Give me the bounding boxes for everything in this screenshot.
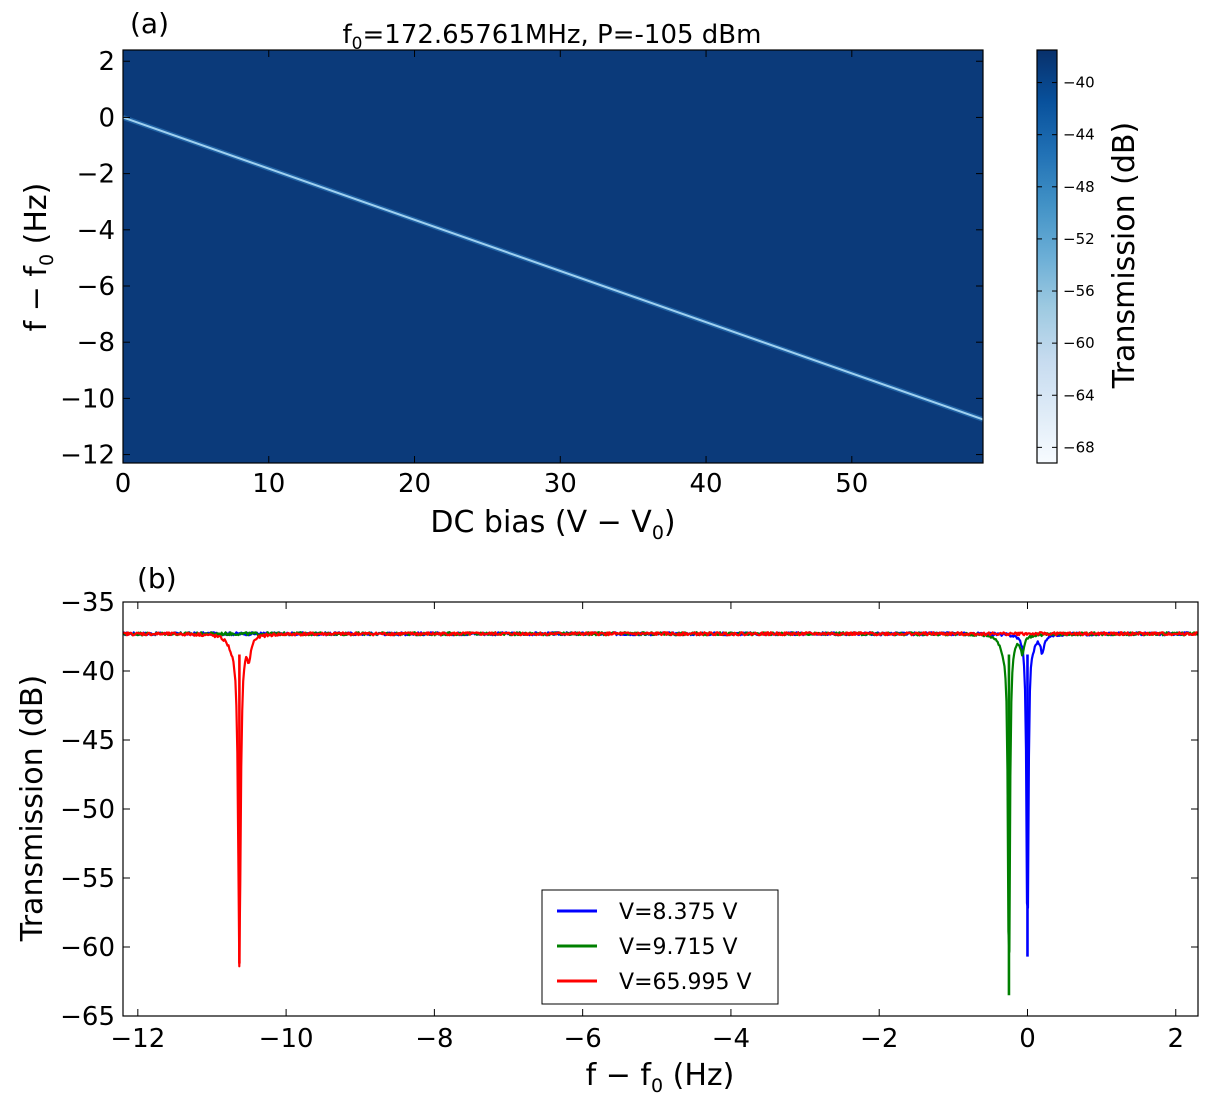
x-tick-label: 10 bbox=[252, 469, 285, 499]
x-tick-label: −8 bbox=[415, 1024, 453, 1054]
x-tick-label: 40 bbox=[690, 469, 723, 499]
panel-b-series bbox=[123, 631, 1198, 996]
y-tick-label: −6 bbox=[77, 272, 115, 302]
y-tick-label: −8 bbox=[77, 328, 115, 358]
x-tick-label: 50 bbox=[835, 469, 868, 499]
legend-entry: V=65.995 V bbox=[557, 970, 752, 995]
x-tick-label: −6 bbox=[563, 1024, 601, 1054]
panel-a-x-ticks: 0 10 20 30 40 50 bbox=[115, 50, 868, 499]
panel-b: (b) −12 −10 −8 −6 −4 −2 0 2 −35−40−45−50−55−60−… bbox=[15, 562, 1199, 1097]
y-tick-label: −2 bbox=[77, 160, 115, 190]
legend-label: V=9.715 V bbox=[619, 935, 738, 960]
colorbar-label: Transmission (dB) bbox=[1107, 122, 1142, 389]
y-tick-label: −55 bbox=[60, 864, 115, 894]
y-tick-label: −45 bbox=[60, 726, 115, 756]
heatmap-resonance-line bbox=[123, 116, 983, 421]
x-tick-label: −10 bbox=[259, 1024, 314, 1054]
x-tick-label: 2 bbox=[1167, 1024, 1184, 1054]
legend-label: V=65.995 V bbox=[619, 970, 752, 995]
x-tick-label: 30 bbox=[544, 469, 577, 499]
legend-entry: V=9.715 V bbox=[557, 935, 738, 960]
y-tick-label: −60 bbox=[60, 933, 115, 963]
panel-a-label: (a) bbox=[130, 7, 169, 40]
colorbar-tick-label: −68 bbox=[1063, 438, 1095, 456]
colorbar-tick-label: −60 bbox=[1063, 334, 1095, 352]
panel-a-x-axis-label: DC bias (V − V0) bbox=[430, 505, 675, 544]
colorbar-tick-label: −48 bbox=[1063, 178, 1095, 196]
colorbar-frame bbox=[1036, 49, 1058, 464]
y-tick-label: −40 bbox=[60, 657, 115, 687]
panel-a-frame bbox=[122, 49, 984, 464]
y-tick-label: −4 bbox=[77, 216, 115, 246]
x-tick-label: −4 bbox=[712, 1024, 750, 1054]
colorbar-tick-label: −52 bbox=[1063, 230, 1095, 248]
heatmap-background bbox=[123, 50, 983, 463]
panel-b-y-axis-label: Transmission (dB) bbox=[15, 675, 50, 942]
x-tick-label: −12 bbox=[110, 1024, 165, 1054]
panel-a-title: f0=172.65761MHz, P=-105 dBm bbox=[343, 20, 762, 54]
panel-b-label: (b) bbox=[137, 562, 177, 595]
panel-a-y-ticks: 2 0 −2 −4 −6 −8 −10 −12 bbox=[60, 47, 983, 471]
legend: V=8.375 V V=9.715 V V=65.995 V bbox=[541, 889, 779, 1005]
x-tick-label: 0 bbox=[115, 469, 132, 499]
legend-entry: V=8.375 V bbox=[557, 900, 738, 925]
colorbar-gradient bbox=[1037, 50, 1057, 463]
y-tick-label: −50 bbox=[60, 795, 115, 825]
x-tick-label: 20 bbox=[398, 469, 431, 499]
y-tick-label: −10 bbox=[60, 384, 115, 414]
x-tick-label: 0 bbox=[1019, 1024, 1036, 1054]
y-tick-label: 0 bbox=[98, 103, 115, 133]
colorbar-ticks: −40 −44 −48 −52 −56 −60 −64 −68 bbox=[1037, 74, 1095, 456]
series-line bbox=[123, 631, 1198, 968]
colorbar-tick-label: −44 bbox=[1063, 126, 1095, 144]
panel-b-x-ticks: −12 −10 −8 −6 −4 −2 0 2 bbox=[110, 602, 1184, 1054]
legend-label: V=8.375 V bbox=[619, 900, 738, 925]
colorbar-tick-label: −40 bbox=[1063, 74, 1095, 92]
y-tick-label: −35 bbox=[60, 588, 115, 618]
colorbar-tick-label: −56 bbox=[1063, 282, 1095, 300]
x-tick-label: −2 bbox=[860, 1024, 898, 1054]
panel-b-y-ticks: −35 −40 −45 −50 −55 −60 −65 bbox=[60, 588, 1198, 1032]
y-tick-label: −65 bbox=[60, 1002, 115, 1032]
y-tick-label: −12 bbox=[60, 441, 115, 471]
colorbar-tick-label: −64 bbox=[1063, 386, 1095, 404]
y-tick-label: 2 bbox=[98, 47, 115, 77]
panel-a-y-axis-label: f − f0 (Hz) bbox=[19, 183, 58, 332]
panel-b-x-axis-label: f − f0 (Hz) bbox=[586, 1058, 735, 1097]
panel-a: (a) f0=172.65761MHz, P=-105 dBm 0 10 20 30 4… bbox=[19, 7, 1142, 544]
